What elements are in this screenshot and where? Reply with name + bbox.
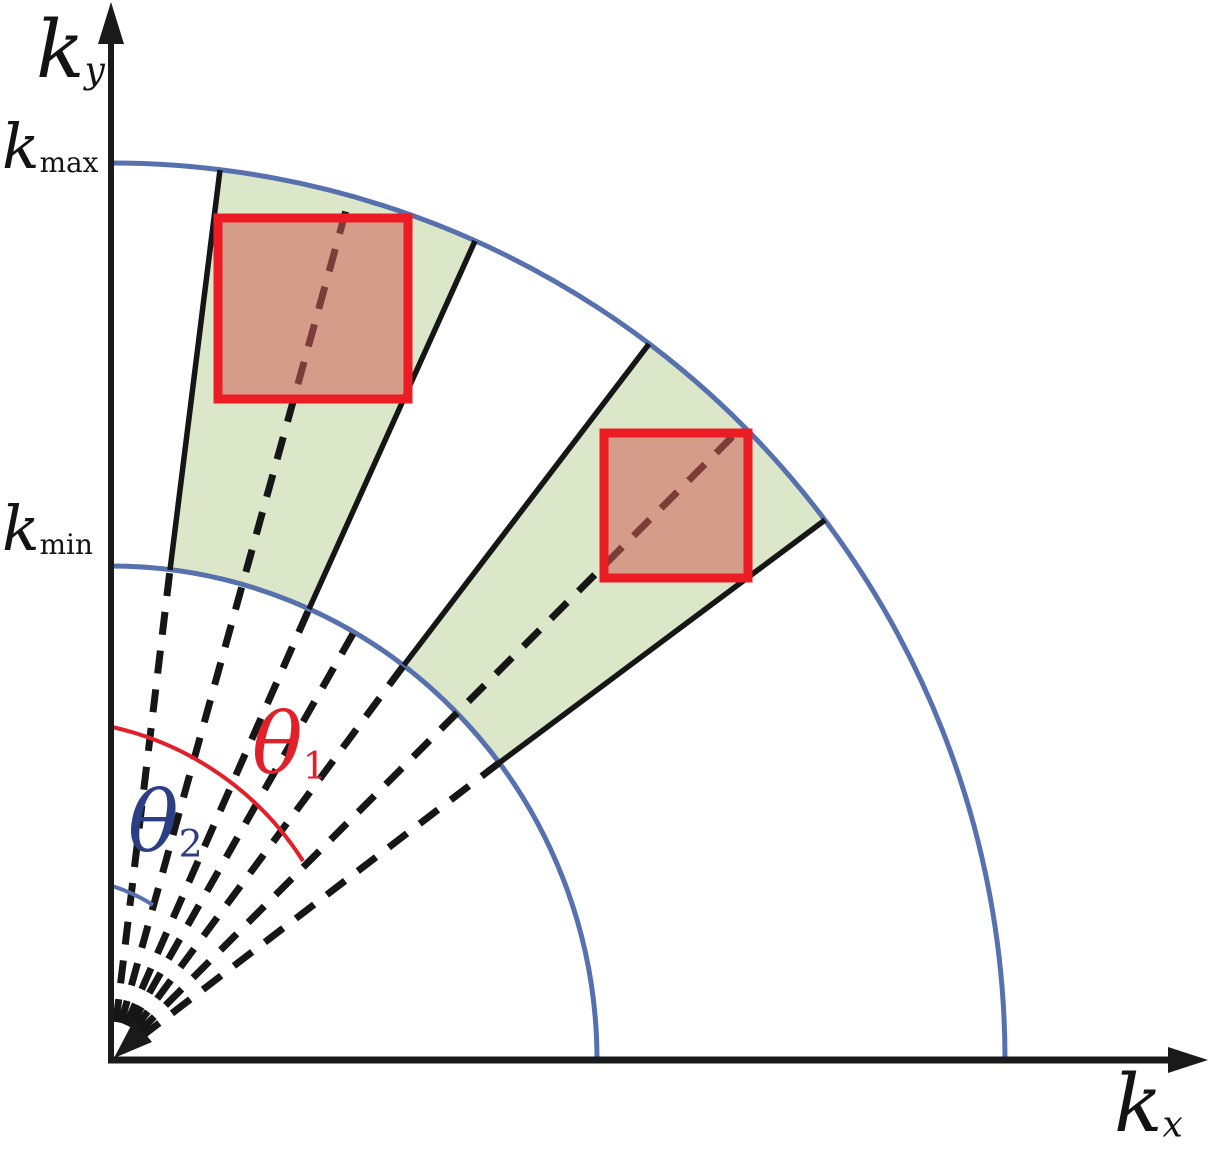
kmax-label: kmax (2, 116, 98, 178)
origin-arrowhead (114, 1020, 152, 1058)
x-axis-label: kx (1114, 1064, 1183, 1144)
y-axis-label-sub: y (84, 50, 105, 92)
sampling-square-1-border (213, 213, 413, 404)
kmin-label-base: k (2, 492, 40, 565)
x-axis-label-base: k (1114, 1057, 1163, 1150)
theta1-label-sub: 1 (302, 743, 327, 788)
x-axis-label-sub: x (1162, 1104, 1183, 1146)
sector2-right-edge (497, 517, 827, 766)
theta2-label-sub: 2 (178, 821, 203, 866)
kmax-arc (110, 160, 1008, 1061)
sector-edges (167, 169, 827, 766)
kmax-label-sub: max (39, 146, 99, 180)
sampling-square-2-border (599, 428, 753, 583)
y-axis-label: ky (36, 10, 105, 90)
sector2-left-edge (401, 342, 652, 667)
x-axis-arrowhead (1168, 1047, 1208, 1073)
theta1-label: θ1 (252, 702, 327, 786)
theta2-label: θ2 (128, 780, 203, 864)
sampling-square-2-fill (604, 433, 748, 578)
kmax-label-base: k (2, 110, 40, 183)
sampling-square-1-fill (218, 218, 408, 399)
kmin-label: kmin (2, 498, 93, 560)
theta1-arc (111, 725, 305, 863)
y-axis-label-base: k (36, 3, 85, 96)
y-axis-arrowhead (98, 2, 124, 44)
sector1-left-edge (167, 169, 223, 571)
sector1-right-edge (306, 239, 478, 611)
kmin-label-sub: min (39, 528, 93, 562)
theta1-label-base: θ (252, 695, 303, 793)
theta2-label-base: θ (128, 773, 179, 871)
